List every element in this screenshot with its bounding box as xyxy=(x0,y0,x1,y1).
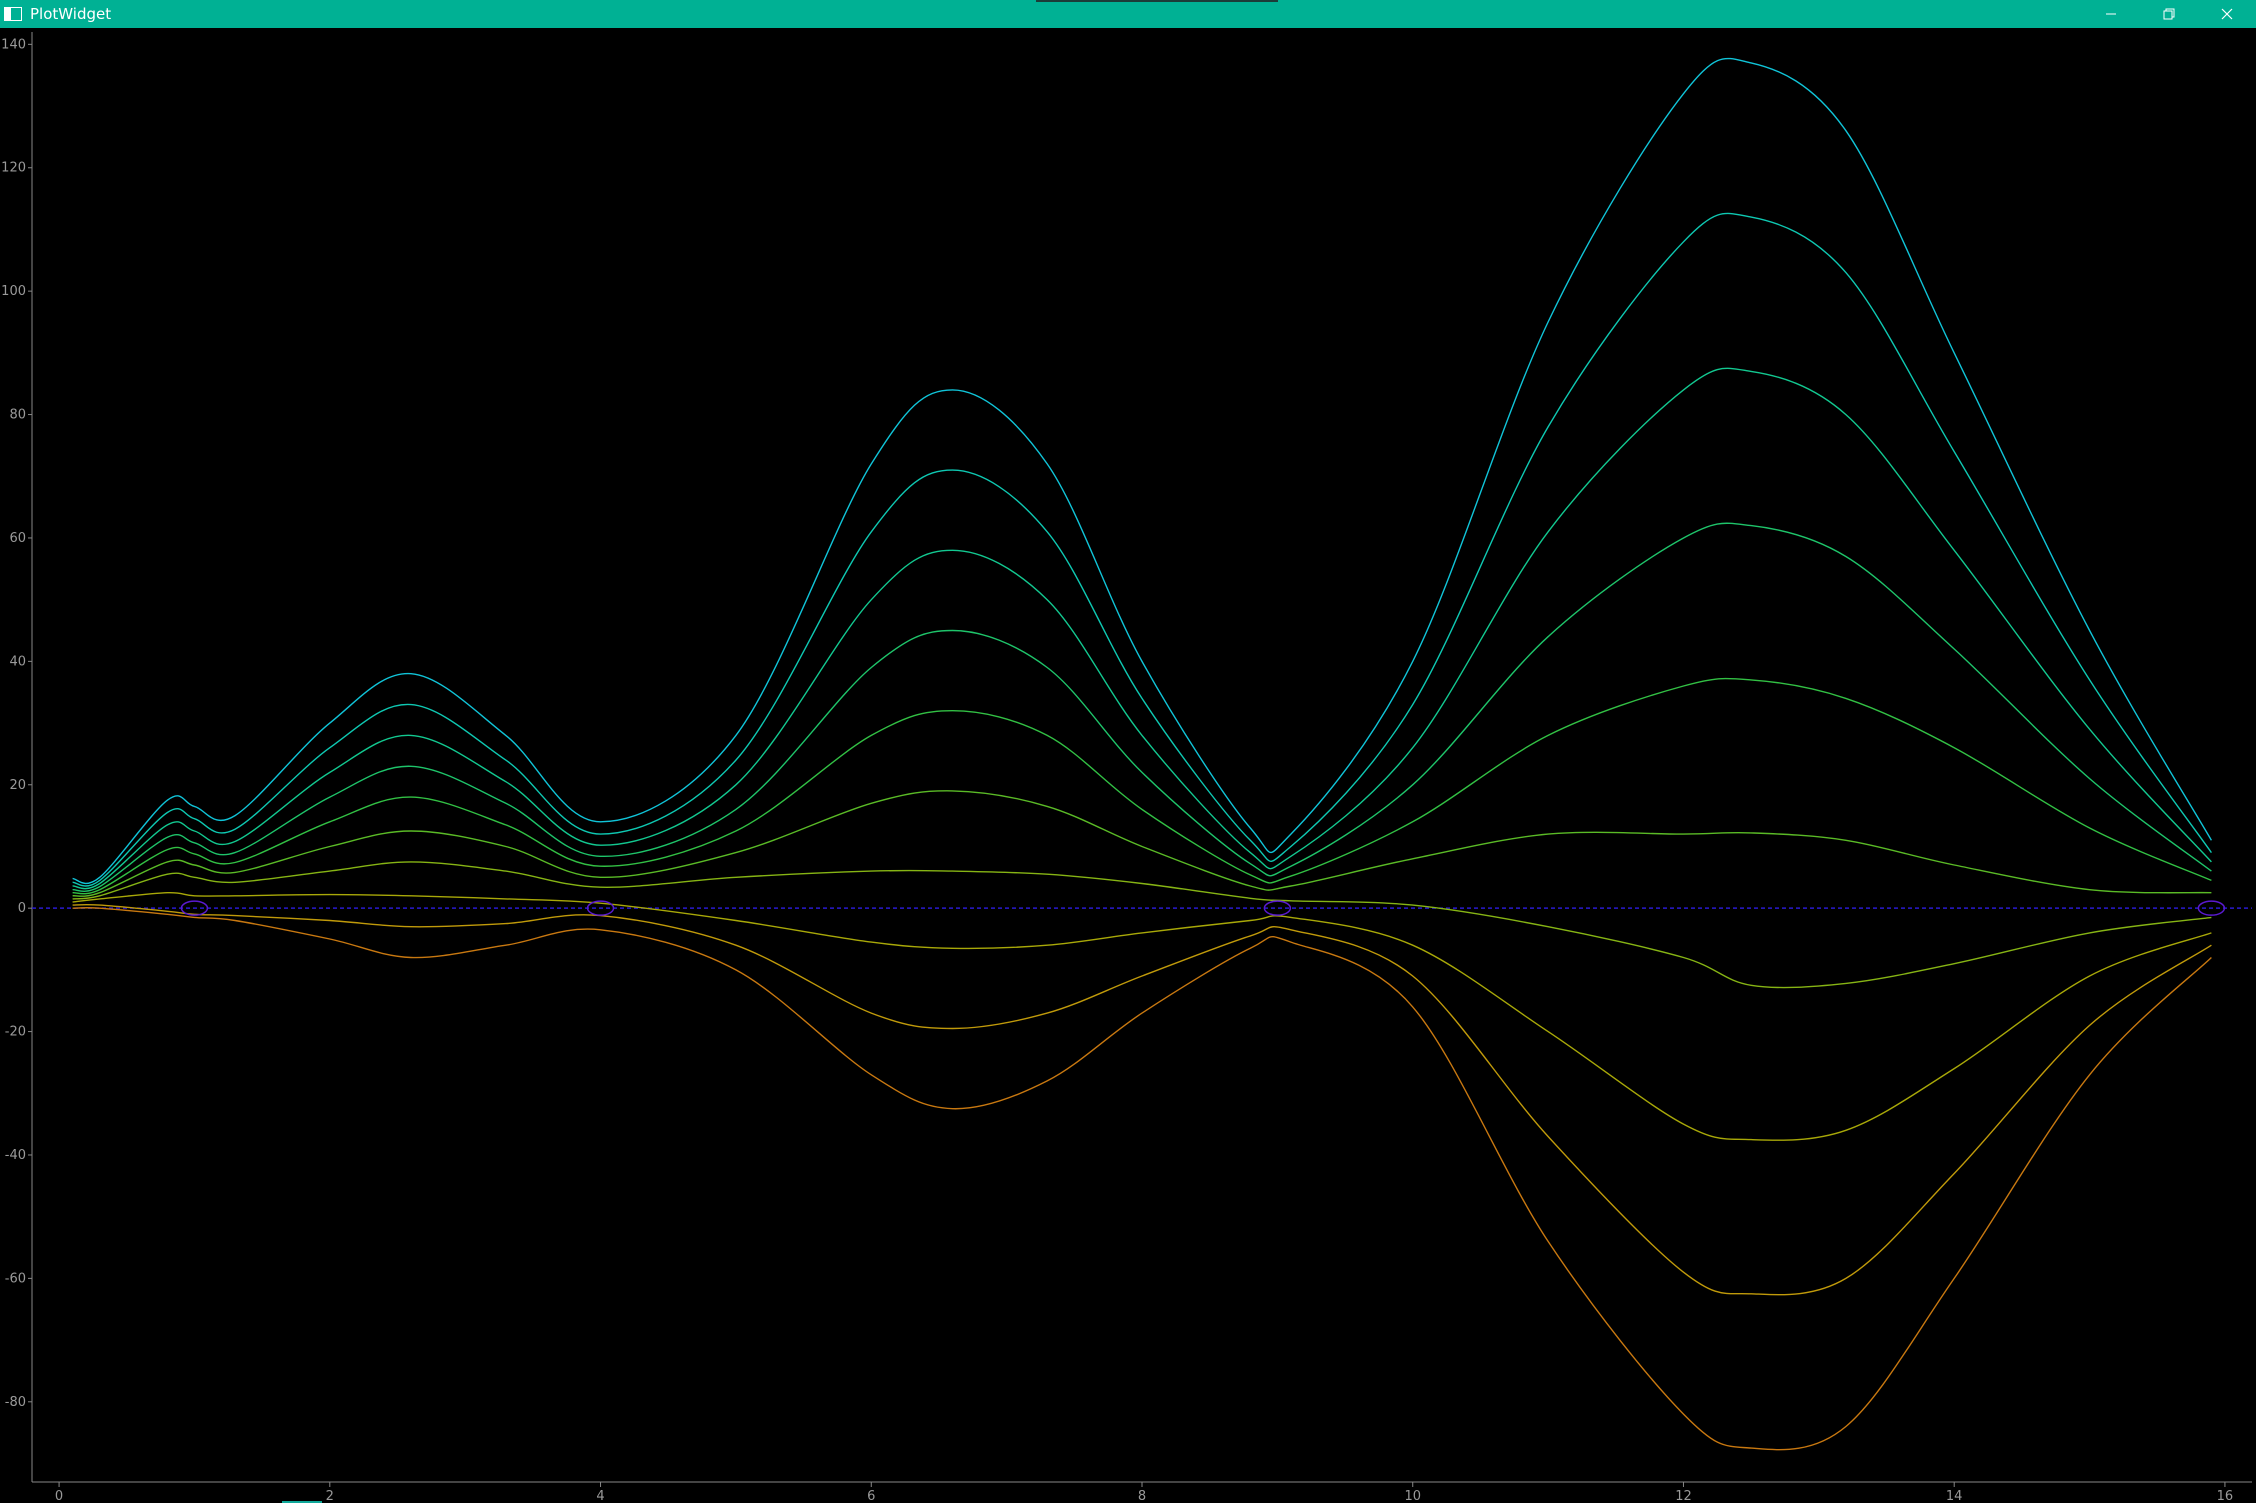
x-tick-label: 10 xyxy=(1404,1489,1421,1503)
x-tick-label: 8 xyxy=(1138,1489,1146,1503)
x-tick-label: 4 xyxy=(596,1489,604,1503)
point-markers xyxy=(180,900,2226,916)
x-tick-label: 6 xyxy=(867,1489,875,1503)
y-tick-label: -40 xyxy=(5,1148,26,1163)
y-tick-label: 100 xyxy=(1,284,26,299)
title-accent-line xyxy=(1036,0,1278,2)
curves xyxy=(72,57,2213,1451)
app-window-icon xyxy=(4,7,22,21)
series-line-10 xyxy=(72,907,2212,1451)
y-tick-label: -60 xyxy=(5,1271,26,1286)
title-bar[interactable]: PlotWidget xyxy=(0,0,2256,28)
close-icon xyxy=(2221,8,2233,20)
series-line-8 xyxy=(72,891,2212,1141)
restore-button[interactable] xyxy=(2140,0,2198,28)
x-tick-label: 16 xyxy=(2217,1489,2234,1503)
y-tick-label: -20 xyxy=(5,1025,26,1040)
axes: 140 120 100 80 60 40 20 0 -20 -40 -60 -80 0 2 4 6 8 10 12 1… xyxy=(1,32,2252,1503)
y-tick-label: 20 xyxy=(9,778,26,793)
close-button[interactable] xyxy=(2198,0,2256,28)
y-tick-label: 120 xyxy=(1,161,26,176)
bottom-accent-line xyxy=(282,1501,322,1503)
y-tick-label: 0 xyxy=(18,901,26,916)
marker-4 xyxy=(2197,900,2226,916)
plot-canvas[interactable]: 140 120 100 80 60 40 20 0 -20 -40 -60 -80 0 2 4 6 8 10 12 1… xyxy=(0,28,2256,1503)
series-line-5 xyxy=(72,677,2212,895)
minimize-icon xyxy=(2106,13,2116,15)
series-line-3 xyxy=(72,367,2212,890)
marker-2 xyxy=(586,900,615,916)
x-tick-label: 14 xyxy=(1946,1489,1963,1503)
series-line-4 xyxy=(72,522,2212,892)
restore-icon xyxy=(2163,8,2175,20)
series-line-1 xyxy=(72,57,2213,885)
window-title: PlotWidget xyxy=(30,5,112,23)
series-line-9 xyxy=(72,903,2212,1296)
y-tick-label: 40 xyxy=(9,654,26,669)
y-tick-label: 80 xyxy=(9,408,26,423)
plot-area[interactable]: 140 120 100 80 60 40 20 0 -20 -40 -60 -80 0 2 4 6 8 10 12 1… xyxy=(0,28,2256,1503)
y-tick-label: -80 xyxy=(5,1395,26,1410)
series-line-6 xyxy=(72,790,2212,897)
minimize-button[interactable] xyxy=(2082,0,2140,28)
x-tick-label: 2 xyxy=(326,1489,334,1503)
x-tick-label: 12 xyxy=(1675,1489,1692,1503)
marker-3 xyxy=(1263,900,1292,916)
series-line-7 xyxy=(72,861,2212,989)
series-line-2 xyxy=(72,212,2212,887)
marker-1 xyxy=(180,900,209,916)
x-tick-label: 0 xyxy=(55,1489,63,1503)
y-tick-label: 140 xyxy=(1,37,26,52)
y-tick-label: 60 xyxy=(9,531,26,546)
window-controls xyxy=(2082,0,2256,28)
